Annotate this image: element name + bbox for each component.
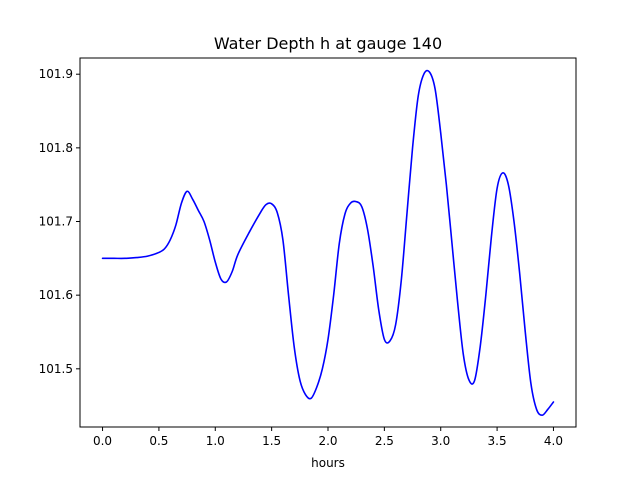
- x-axis: 0.0 0.5 1.0 1.5 2.0 2.5 3.0 3.5 4.0: [93, 427, 563, 448]
- x-tick-label: 4.0: [544, 434, 563, 448]
- y-tick-label: 101.6: [39, 288, 73, 302]
- chart-title: Water Depth h at gauge 140: [214, 34, 442, 53]
- x-tick-label: 1.5: [262, 434, 281, 448]
- x-tick-label: 0.5: [149, 434, 168, 448]
- y-axis: 101.5 101.6 101.7 101.8 101.9: [39, 67, 80, 376]
- x-tick-label: 0.0: [93, 434, 112, 448]
- x-tick-label: 2.5: [375, 434, 394, 448]
- y-tick-label: 101.9: [39, 67, 73, 81]
- x-tick-label: 2.0: [318, 434, 337, 448]
- plot-area: [80, 58, 576, 427]
- y-tick-label: 101.5: [39, 362, 73, 376]
- y-tick-label: 101.8: [39, 141, 73, 155]
- series-line-0: [101, 69, 555, 417]
- x-tick-label: 3.0: [431, 434, 450, 448]
- x-axis-label: hours: [311, 456, 345, 470]
- y-tick-label: 101.7: [39, 215, 73, 229]
- x-tick-label: 3.5: [488, 434, 507, 448]
- series-layer: [101, 69, 555, 417]
- x-tick-label: 1.0: [206, 434, 225, 448]
